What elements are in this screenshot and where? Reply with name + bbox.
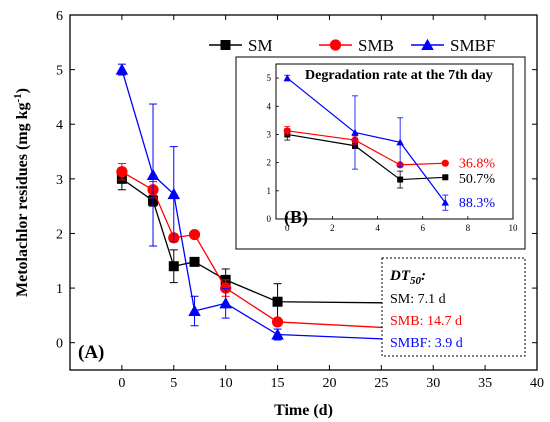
inset-data-point (396, 138, 404, 146)
series-smbf (115, 63, 440, 347)
dt50-entry: SMBF: 3.9 d (390, 336, 463, 351)
inset-frame (275, 63, 514, 220)
dt50-box: DT50: SM: 7.1 d SMB: 14.7 d SMBF: 3.9 d (381, 257, 526, 357)
dt50-title: DT50: (389, 268, 426, 287)
x-tick-label: 20 (322, 376, 336, 391)
data-point (188, 228, 201, 241)
inset-data-point (283, 74, 292, 82)
legend-label-smb: SMB (358, 36, 394, 55)
panel-label-a: (A) (78, 342, 104, 363)
data-point (188, 304, 201, 317)
inset-border (235, 56, 526, 250)
inset-x-tick-label: 0 (285, 223, 290, 233)
x-tick-label: 35 (478, 376, 492, 391)
legend-marker (220, 40, 231, 50)
data-point (168, 261, 179, 272)
inset-title: Degradation rate at the 7th day (305, 68, 493, 83)
legend-marker (421, 38, 434, 50)
inset-series-smbf (283, 74, 450, 211)
y-tick-label: 2 (56, 227, 63, 242)
inset-series-line (287, 130, 446, 166)
data-point (219, 297, 232, 309)
inset-x-tick-label: 2 (330, 223, 335, 233)
inset-y-tick-label: 2 (267, 158, 272, 168)
legend: SM SMB SMBF (209, 36, 495, 55)
y-tick-label: 3 (56, 173, 63, 188)
x-tick-label: 5 (170, 376, 177, 391)
inset-rate-label: 36.8% (459, 157, 496, 172)
inset-data-point (283, 127, 291, 135)
x-axis-label: Time (d) (274, 402, 333, 419)
data-point (146, 168, 160, 181)
x-tick-label: 0 (118, 376, 125, 391)
inset-chart: 0 2 4 6 8 10 0 1 2 3 4 5 Degradation rate at the 7th… (235, 56, 526, 250)
inset-y-tick-label: 5 (267, 73, 272, 83)
x-tick-label: 40 (530, 376, 544, 391)
inset-series-line (287, 133, 446, 181)
inset-rate-label: 88.3% (459, 196, 496, 211)
inset-y-tick-label: 3 (267, 129, 272, 139)
legend-label-sm: SM (248, 36, 273, 55)
data-point (220, 282, 232, 294)
inset-data-point (397, 176, 404, 183)
inset-data-point (441, 198, 450, 206)
y-axis-label: Metolachlor residues (mg kg-1) (12, 88, 31, 297)
legend-label-smbf: SMBF (450, 36, 495, 55)
data-point (115, 63, 129, 75)
inset-series-line (286, 77, 446, 204)
inset-x-tick-label: 6 (420, 223, 425, 233)
panel-label-b: (B) (284, 207, 308, 228)
inset-rate-label: 50.7% (459, 172, 496, 187)
y-tick-label: 0 (56, 337, 63, 352)
legend-marker (329, 39, 342, 51)
dt50-frame (381, 257, 526, 357)
plot-frame (69, 14, 538, 371)
inset-y-tick-label: 1 (267, 186, 272, 196)
dt50-entry: SMB: 14.7 d (390, 314, 462, 329)
data-point (272, 296, 283, 307)
inset-x-tick-label: 4 (375, 223, 380, 233)
y-tick-label: 6 (56, 9, 63, 24)
y-tick-label: 1 (56, 282, 63, 297)
inset-data-point (442, 174, 449, 181)
x-tick-label: 25 (374, 376, 388, 391)
data-point (167, 187, 181, 200)
x-tick-label: 10 (219, 376, 233, 391)
dt50-entry: SM: 7.1 d (390, 292, 446, 307)
y-tick-label: 5 (56, 64, 63, 79)
x-tick-label: 15 (271, 376, 285, 391)
inset-data-point (351, 128, 359, 136)
x-tick-label: 30 (426, 376, 440, 391)
inset-data-point (441, 159, 449, 167)
y-tick-label: 4 (56, 118, 63, 133)
inset-x-tick-label: 10 (509, 223, 519, 233)
data-point (271, 328, 284, 340)
data-point (271, 316, 284, 328)
data-point (116, 166, 128, 178)
data-point (189, 256, 200, 267)
inset-y-tick-label: 4 (267, 101, 272, 111)
inset-x-tick-label: 8 (466, 223, 471, 233)
inset-y-tick-label: 0 (267, 214, 272, 224)
